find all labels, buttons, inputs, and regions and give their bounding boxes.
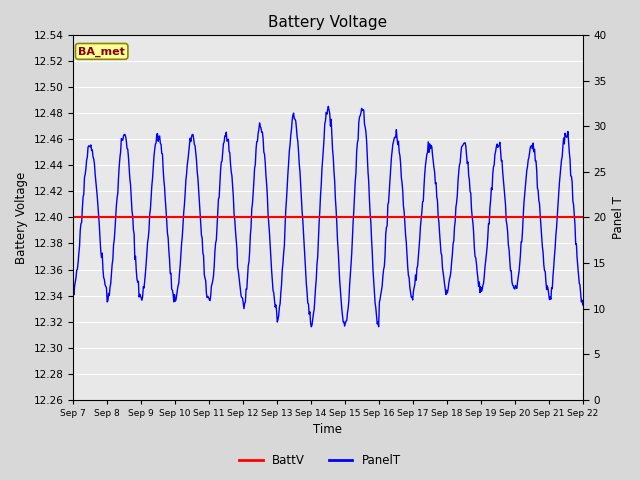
Title: Battery Voltage: Battery Voltage: [268, 15, 388, 30]
Y-axis label: Battery Voltage: Battery Voltage: [15, 171, 28, 264]
Y-axis label: Panel T: Panel T: [612, 196, 625, 239]
Legend: BattV, PanelT: BattV, PanelT: [234, 449, 406, 472]
X-axis label: Time: Time: [314, 423, 342, 436]
Text: BA_met: BA_met: [78, 46, 125, 57]
